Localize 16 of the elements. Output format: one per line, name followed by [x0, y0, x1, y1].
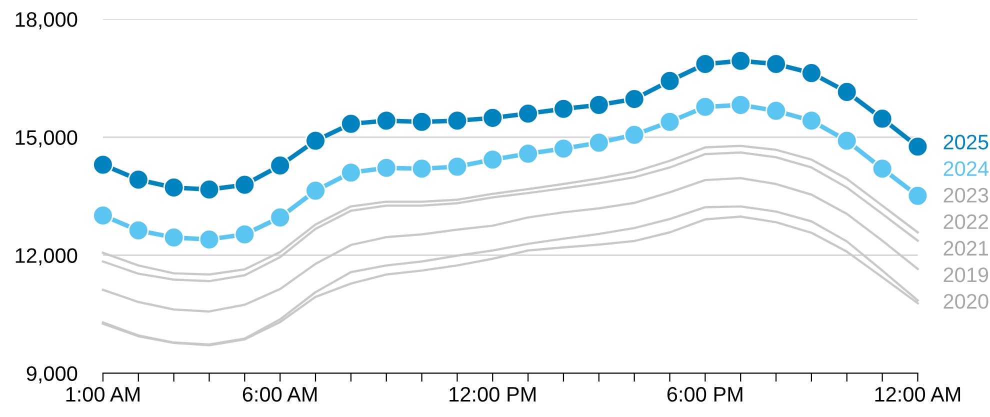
y-tick-label: 9,000	[26, 366, 78, 384]
x-tick-label: 6:00 PM	[667, 386, 742, 402]
series-label: 2025	[944, 134, 988, 150]
series-label: 2021	[944, 240, 988, 256]
series-label: 2024	[944, 161, 988, 176]
y-tick-label: 12,000	[16, 248, 78, 266]
series-label: 2022	[944, 214, 988, 230]
y-tick-label: 18,000	[16, 12, 78, 30]
x-tick-label: 1:00 AM	[66, 386, 140, 402]
y-tick-label: 15,000	[16, 130, 78, 148]
x-tick-label: 6:00 AM	[242, 386, 317, 402]
series-label: 2019	[944, 267, 988, 282]
x-tick-label: 12:00 AM	[875, 386, 960, 402]
x-tick-label: 12:00 PM	[450, 386, 536, 402]
series-label: 2020	[944, 294, 988, 309]
series-label: 2023	[944, 188, 988, 203]
